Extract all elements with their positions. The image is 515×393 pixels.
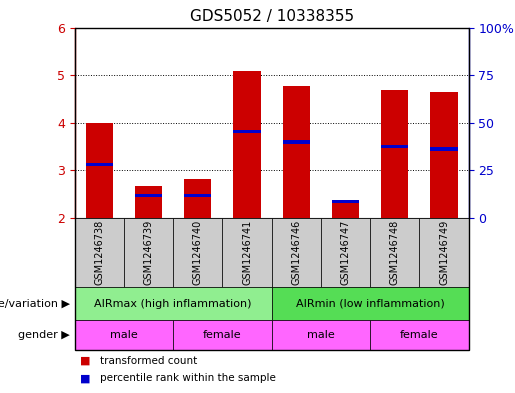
Title: GDS5052 / 10338355: GDS5052 / 10338355 — [190, 9, 354, 24]
Bar — [86, 163, 113, 166]
Bar — [184, 178, 211, 218]
Text: GSM1246749: GSM1246749 — [439, 220, 449, 285]
Bar — [431, 147, 457, 151]
Text: GSM1246747: GSM1246747 — [340, 220, 351, 285]
Bar — [233, 130, 261, 133]
Bar — [283, 140, 310, 143]
Text: GSM1246739: GSM1246739 — [144, 220, 153, 285]
Text: female: female — [203, 330, 242, 340]
Text: ■: ■ — [80, 356, 90, 365]
Text: AIRmax (high inflammation): AIRmax (high inflammation) — [94, 299, 252, 309]
Bar — [332, 200, 359, 203]
Bar — [381, 145, 408, 148]
Text: GSM1246738: GSM1246738 — [94, 220, 105, 285]
Text: gender ▶: gender ▶ — [18, 330, 70, 340]
Text: GSM1246748: GSM1246748 — [390, 220, 400, 285]
Bar — [283, 86, 310, 218]
Text: GSM1246740: GSM1246740 — [193, 220, 203, 285]
Text: male: male — [110, 330, 138, 340]
Bar — [381, 90, 408, 218]
Text: female: female — [400, 330, 439, 340]
Bar — [431, 92, 457, 218]
Text: ■: ■ — [80, 373, 90, 383]
Bar — [135, 186, 162, 218]
Bar — [233, 72, 261, 218]
Bar — [86, 123, 113, 218]
Text: GSM1246746: GSM1246746 — [291, 220, 301, 285]
Bar — [135, 194, 162, 197]
Bar — [332, 200, 359, 218]
Bar — [184, 194, 211, 197]
Text: genotype/variation ▶: genotype/variation ▶ — [0, 299, 70, 309]
Text: GSM1246741: GSM1246741 — [242, 220, 252, 285]
Text: male: male — [307, 330, 335, 340]
Text: AIRmin (low inflammation): AIRmin (low inflammation) — [296, 299, 444, 309]
Text: percentile rank within the sample: percentile rank within the sample — [100, 373, 277, 383]
Text: transformed count: transformed count — [100, 356, 198, 365]
